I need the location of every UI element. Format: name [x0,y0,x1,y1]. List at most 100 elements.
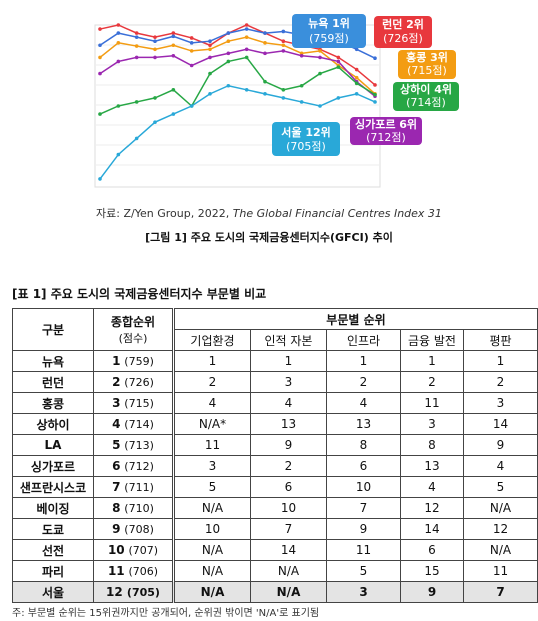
score: (712) [124,460,154,473]
score: (710) [124,502,154,515]
table-row: 상하이 4 (714) N/A* 13 13 3 14 [12,413,538,435]
point [171,43,176,48]
point [189,36,194,40]
callout-score: (714점) [406,96,446,109]
figure-caption: [그림 1] 주요 도시의 국제금융센터지수(GFCI) 추이 [145,231,393,244]
rank-cell: 9 [463,434,538,456]
table-row: 선전 10 (707) N/A 14 11 6 N/A [12,539,538,561]
callout-label: 상하이 4위 [400,82,452,96]
point [171,88,176,92]
point [354,47,359,52]
header-cell: 인적 자본 [250,329,327,351]
point [153,120,157,124]
table-row: 파리 11 (706) N/A N/A 5 15 11 [12,560,538,582]
rank-cell: 5 [326,560,401,582]
series-line [99,24,376,86]
rank: 7 [112,480,121,494]
source-prefix: 자료: Z/Yen Group, 2022, [96,207,230,220]
callout-box [350,117,422,145]
rank: 9 [112,522,121,536]
point [116,104,121,108]
overall-cell: 5 (713) [93,434,175,456]
overall-cell: 6 (712) [93,455,175,477]
gridlines [95,44,380,166]
table-row: 도쿄 9 (708) 10 7 9 14 12 [12,518,538,540]
city-cell: 샌프란시스코 [12,476,94,498]
point [134,55,139,60]
rank-cell: 14 [400,518,464,540]
point [153,47,157,52]
rank: 3 [112,396,121,410]
point [281,43,286,48]
point [189,49,194,53]
score: (726) [124,376,154,389]
callout-score: (712점) [366,131,406,144]
rank: 11 [107,564,125,578]
rank-cell: 7 [463,581,538,603]
rank-cell: 4 [173,392,251,414]
city-cell: 파리 [12,560,94,582]
point [134,136,139,141]
rank-cell: 12 [463,518,538,540]
point [299,83,304,88]
point [318,49,322,53]
callout-label: 뉴욕 1위 [308,17,350,30]
rank-cell: 2 [326,371,401,393]
overall-cell: 1 (759) [93,350,175,372]
overall-cell: 4 (714) [93,413,175,435]
point [189,104,194,108]
point [226,83,231,88]
rank-cell: N/A [173,560,251,582]
point [226,59,231,64]
city-cell: 서울 [12,581,94,603]
series-line [99,84,376,180]
city-cell: 도쿄 [12,518,94,540]
point [354,92,359,96]
rank: 6 [112,459,121,473]
rank-cell: 8 [400,434,464,456]
point [98,27,102,31]
rank-cell: 3 [463,392,538,414]
rank-cell: 11 [400,392,464,414]
rank-cell: 6 [250,476,327,498]
overall-cell: 10 (707) [93,539,175,561]
rank-cell: 11 [173,434,251,456]
rank-cell: 10 [250,497,327,519]
point [134,31,139,35]
rank-cell: 6 [326,455,401,477]
rank-cell: 10 [326,476,401,498]
point [189,63,194,68]
score: (714) [124,418,154,431]
plot-area [94,24,381,188]
point [98,112,102,116]
rank-cell: N/A [250,560,327,582]
header-cell: 종합순위 (점수) [93,308,175,351]
callout-label: 서울 12위 [281,125,331,139]
score: (711) [124,481,154,494]
point [208,47,212,52]
rank-cell: 9 [326,518,401,540]
point [336,59,341,64]
rank-cell: 13 [250,413,327,435]
source-title: The Global Financial Centres Index 31 [232,207,442,220]
point [244,88,249,92]
rank-cell: 4 [326,392,401,414]
rank-cell: 13 [400,455,464,477]
point [244,23,249,27]
rank: 12 [106,585,123,599]
point [373,92,377,97]
header-text: 종합순위 [110,315,156,329]
city-cell: 상하이 [12,413,94,435]
point [263,79,267,84]
callout-box [398,50,456,79]
table-row: 뉴욕 1 (759) 1 1 1 1 1 [12,350,538,372]
overall-cell: 7 (711) [93,476,175,498]
callout-score: (726점) [383,32,423,45]
point [373,83,377,87]
rank-cell: 7 [250,518,327,540]
table-row: 싱가포르 6 (712) 3 2 6 13 4 [12,455,538,477]
rank-cell: N/A [173,581,251,603]
table-row: 런던 2 (726) 2 3 2 2 2 [12,371,538,393]
rank-cell: 4 [400,476,464,498]
point [226,39,231,43]
